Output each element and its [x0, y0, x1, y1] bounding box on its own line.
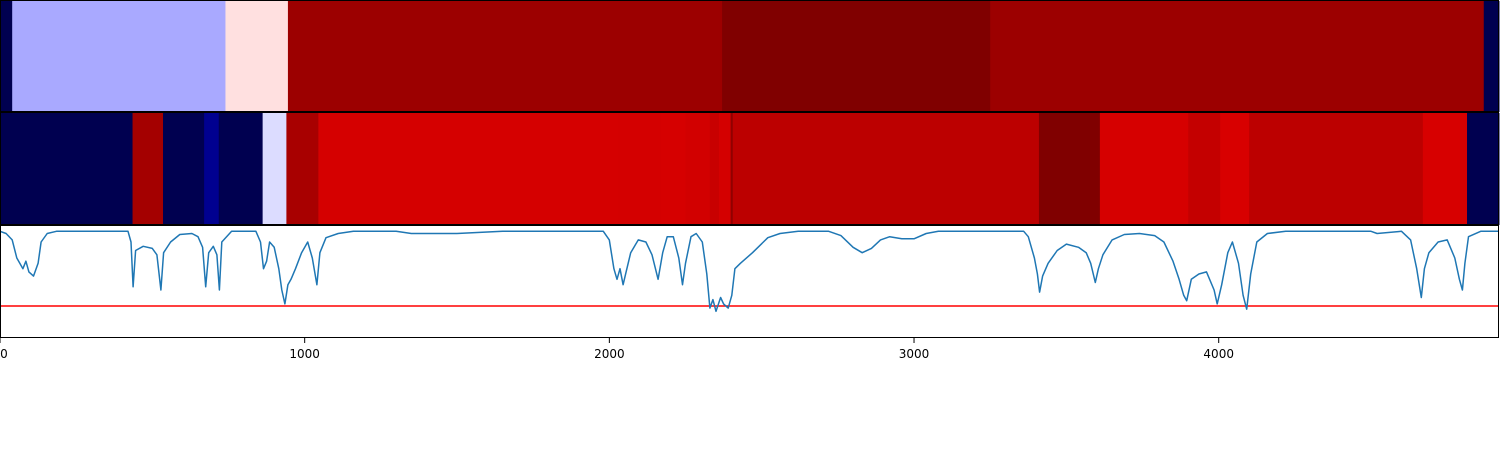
x-tick-label: 2000 — [594, 347, 625, 361]
heatmap-segment — [0, 1, 13, 112]
heatmap-segment — [12, 1, 226, 112]
heatmap-segment — [1188, 113, 1221, 225]
heatmap-segment — [1249, 113, 1424, 225]
x-tick-label: 1000 — [289, 347, 320, 361]
heatmap-segment — [709, 113, 720, 225]
heatmap-segment — [732, 113, 1040, 225]
heatmap-segment — [1038, 113, 1101, 225]
x-tick-label: 4000 — [1203, 347, 1234, 361]
heatmap-segment — [1467, 113, 1500, 225]
panel-frame — [0, 0, 1499, 112]
heatmap-segment — [661, 113, 687, 225]
heatmap-segment — [287, 1, 723, 112]
series-line — [0, 230, 1499, 313]
heatmap-band-middle — [0, 113, 1500, 225]
line-panel — [0, 230, 1499, 313]
heatmap-segment — [990, 1, 1485, 112]
heatmap-segment — [722, 1, 991, 112]
heatmap-segment — [132, 113, 164, 225]
heatmap-segment — [163, 113, 205, 225]
heatmap-segment — [719, 113, 732, 225]
heatmap-segment — [0, 113, 134, 225]
x-tick-label: 3000 — [899, 347, 930, 361]
heatmap-segment — [1099, 113, 1189, 225]
heatmap-segment — [730, 113, 734, 225]
heatmap-segment — [262, 113, 287, 225]
x-tick-label: 0 — [0, 347, 8, 361]
heatmap-segment — [1483, 1, 1500, 112]
heatmap-segment — [218, 113, 264, 225]
panel-frames — [0, 0, 1499, 338]
heatmap-segment — [318, 113, 619, 225]
heatmap-segment — [1422, 113, 1468, 225]
heatmap-segment — [225, 1, 289, 112]
heatmap-segment — [618, 113, 662, 225]
heatmap-segment — [204, 113, 220, 225]
heatmap-segment — [685, 113, 711, 225]
panel-frame — [0, 112, 1499, 225]
panel-frame — [0, 225, 1499, 338]
heatmap-segment — [1220, 113, 1250, 225]
heatmap-segment — [286, 113, 319, 225]
heatmap-band-top — [0, 1, 1500, 112]
x-axis: 0 1000 2000 3000 4000 — [0, 338, 1234, 361]
